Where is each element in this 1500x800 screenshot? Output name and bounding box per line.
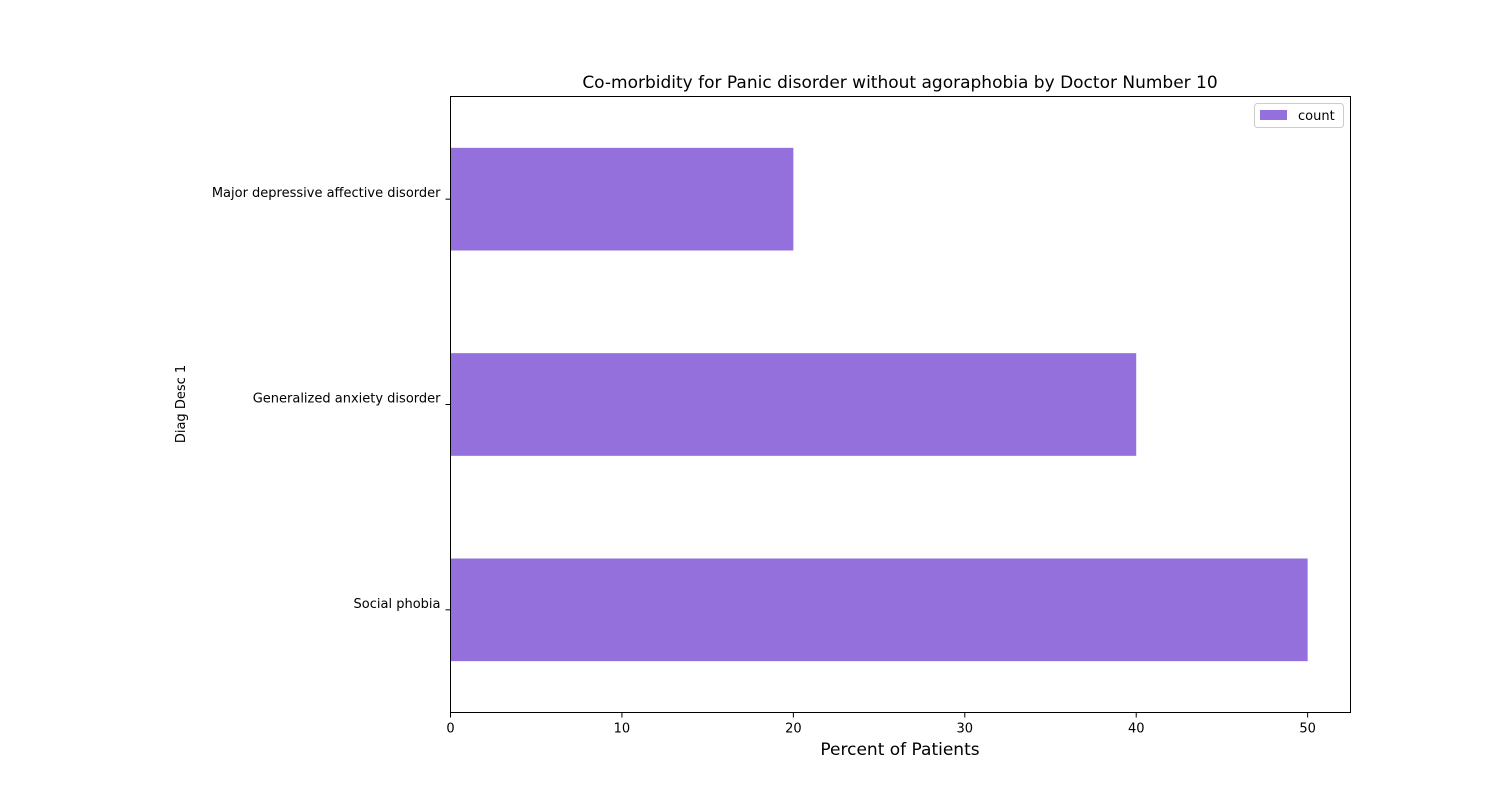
legend-label: count: [1298, 109, 1335, 124]
bar: [450, 353, 1137, 456]
bars-group: [450, 147, 1308, 662]
x-tick-label: 40: [1128, 722, 1145, 737]
x-tick-label: 20: [785, 722, 802, 737]
bar: [450, 147, 794, 251]
x-tick-label: 30: [957, 722, 974, 737]
y-ticks-group: Major depressive affective disorder Gener…: [212, 186, 451, 612]
y-tick-label: Generalized anxiety disorder: [253, 392, 441, 407]
chart-title: Co-morbidity for Panic disorder without …: [582, 73, 1217, 93]
x-axis-label: Percent of Patients: [820, 740, 979, 760]
legend-swatch: [1260, 110, 1287, 120]
x-tick-label: 50: [1299, 722, 1316, 737]
y-tick-label: Social phobia: [354, 597, 441, 612]
x-ticks-group: 0 10 20 30 40 50: [446, 712, 1316, 737]
y-tick-label: Major depressive affective disorder: [212, 186, 441, 201]
plot-frame: [450, 96, 1351, 713]
bar: [450, 558, 1308, 662]
y-axis-label: Diag Desc 1: [174, 365, 189, 443]
legend-frame: [1254, 103, 1344, 128]
legend: count: [1254, 103, 1344, 128]
x-tick-label: 0: [446, 722, 454, 737]
x-tick-label: 10: [614, 722, 631, 737]
